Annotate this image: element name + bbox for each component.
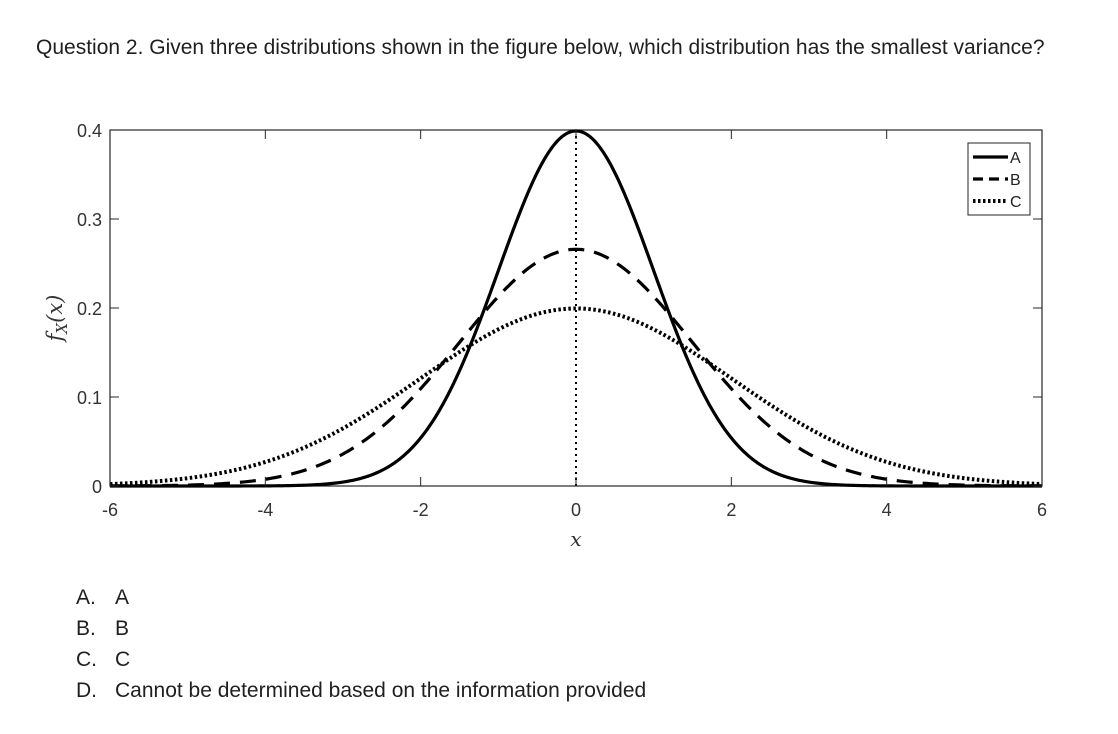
x-tick-label: -4 xyxy=(257,500,273,520)
option-b[interactable]: B. B xyxy=(76,613,646,644)
y-tick-label: 0.4 xyxy=(77,121,102,141)
option-text: A xyxy=(115,586,130,609)
option-text: C xyxy=(115,648,131,671)
y-axis-label: fX(x) xyxy=(43,295,71,344)
y-tick-label: 0.3 xyxy=(77,210,102,230)
x-tick-label: -2 xyxy=(413,500,429,520)
legend-label-a: A xyxy=(1010,150,1021,167)
option-text: Cannot be determined based on the inform… xyxy=(115,679,647,702)
x-axis-label: x xyxy=(570,527,581,551)
option-letter: D. xyxy=(76,679,97,702)
x-tick-label: 4 xyxy=(882,500,892,520)
x-tick-label: 2 xyxy=(726,500,736,520)
y-tick-label: 0 xyxy=(92,477,102,497)
legend-label-c: C xyxy=(1010,194,1022,211)
y-tick-label: 0.2 xyxy=(77,299,102,319)
option-d[interactable]: D. Cannot be determined based on the info… xyxy=(76,675,646,706)
legend-label-b: B xyxy=(1010,172,1021,189)
option-letter: B. xyxy=(76,617,96,640)
plot-area xyxy=(109,129,1043,487)
axes: -6 -4 -2 0 2 4 6 0 0.1 0.2 0.3 0.4 xyxy=(77,121,1047,520)
legend: ABC xyxy=(967,142,1031,216)
option-letter: C. xyxy=(76,648,97,671)
answer-options: A. A B. B C. C D. Cannot be determined based… xyxy=(76,582,646,706)
question-text: Question 2. Given three distributions sh… xyxy=(36,36,1045,59)
x-tick-label: 0 xyxy=(571,500,581,520)
plot-frame xyxy=(109,129,1043,487)
option-text: B xyxy=(115,617,130,640)
x-tick-label: -6 xyxy=(102,500,118,520)
option-a[interactable]: A. A xyxy=(76,582,646,613)
x-tick-label: 6 xyxy=(1037,500,1047,520)
series-line-c xyxy=(109,306,1043,487)
y-tick-label: 0.1 xyxy=(77,388,102,408)
option-letter: A. xyxy=(76,586,96,609)
option-c[interactable]: C. C xyxy=(76,644,646,675)
